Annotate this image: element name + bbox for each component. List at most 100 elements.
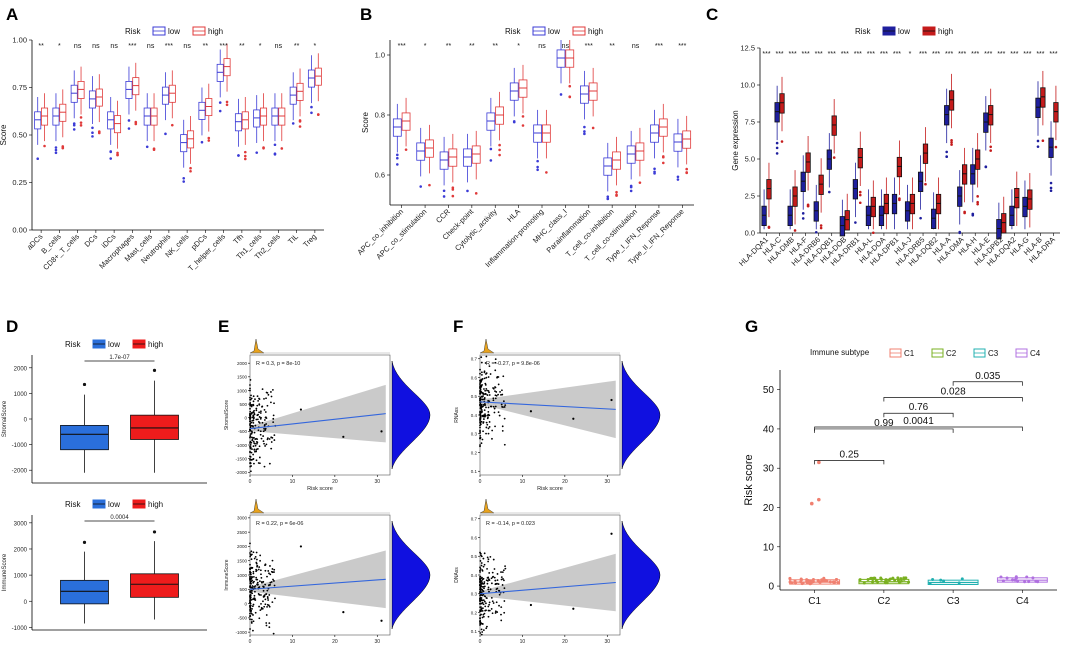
y-axis-title: Score <box>0 124 8 145</box>
box-low-HLA-DQB2 <box>931 208 937 229</box>
outlier-point-low <box>653 167 656 171</box>
box-high-HLA-DRB6 <box>818 174 824 195</box>
scatter-point <box>259 433 262 436</box>
outlier-point-low <box>814 230 818 234</box>
scatter-point <box>260 594 262 596</box>
box-high-HLA-DPB2 <box>1001 213 1007 234</box>
jitter-point-C1 <box>788 576 792 580</box>
outlier-point-high <box>898 197 901 200</box>
scatter-point <box>256 418 259 421</box>
comparison-pvalue: 0.76 <box>909 402 929 413</box>
significance-label: *** <box>932 51 940 58</box>
box-high-HLA-DOB <box>844 210 850 231</box>
jitter-point-C2 <box>887 578 891 582</box>
scatter-point <box>483 587 485 590</box>
scatter-point <box>259 569 262 572</box>
outlier-point-high <box>989 145 992 149</box>
scatter-point <box>251 607 253 610</box>
scatter-point <box>481 377 484 380</box>
scatter-point <box>251 416 254 419</box>
scatter-point <box>493 576 496 579</box>
scatter-point-outlier <box>342 435 345 438</box>
box-high-HLA-DPB1 <box>896 156 903 178</box>
scatter-point <box>492 602 495 604</box>
outlier-point-low <box>1049 186 1053 190</box>
scatter-point <box>249 599 251 602</box>
scatter-point <box>257 413 260 416</box>
scatter-point <box>254 398 256 401</box>
outlier-point-high <box>976 200 979 204</box>
scatter-point <box>479 424 481 427</box>
scatter-point <box>249 594 252 596</box>
box-high-NK_cells <box>187 130 195 149</box>
scatter-point <box>270 581 273 583</box>
scatter-point <box>269 565 271 567</box>
scatter-point <box>486 567 488 570</box>
outlier-point-low <box>164 132 167 136</box>
scatter-point-outlier <box>529 603 533 607</box>
outlier-point-low <box>489 159 493 162</box>
x-tick-label: 20 <box>562 479 568 485</box>
scatter-point <box>249 465 252 468</box>
scatter-point <box>479 619 482 622</box>
scatter-point-outlier <box>572 607 575 610</box>
comparison-bracket <box>814 460 885 465</box>
scatter-point <box>492 558 495 561</box>
scatter-point <box>492 387 495 390</box>
scatter-point <box>488 603 491 606</box>
plot-frame <box>32 40 324 230</box>
outlier-point-low <box>200 140 204 144</box>
panel-letter-b: B <box>360 5 372 24</box>
scatter-point <box>497 583 500 585</box>
scatter-point <box>486 389 488 392</box>
box-low-B_cells <box>52 107 60 126</box>
scatter-point <box>483 612 486 615</box>
scatter-point <box>485 387 488 390</box>
y-tick-label: 500 <box>239 587 247 592</box>
box-low-HLA-C <box>774 102 780 123</box>
scatter-point <box>249 604 251 607</box>
x-tick-label: 20 <box>332 479 338 485</box>
scatter-point <box>482 392 484 395</box>
box-low-CCR <box>439 151 449 170</box>
jitter-point-C2 <box>879 576 883 580</box>
scatter-point <box>249 601 251 604</box>
scatter-point <box>497 393 499 396</box>
scatter-point <box>494 405 497 408</box>
box-high-CD8+_T_cells <box>77 81 85 99</box>
y-axis-title: DNAss <box>454 567 460 583</box>
scatter-point <box>494 583 497 586</box>
outlier-point-low <box>828 190 831 194</box>
y-axis-title: ImmuneScore <box>2 553 8 591</box>
scatter-point <box>249 628 251 630</box>
outlier-point-high <box>243 150 247 154</box>
scatter-point <box>494 386 496 388</box>
outlier-point-low <box>958 231 962 235</box>
scatter-point <box>252 411 255 413</box>
scatter-point <box>503 443 506 446</box>
scatter-point <box>479 614 481 617</box>
outlier-point-high <box>79 116 83 119</box>
scatter-point <box>482 430 484 433</box>
box-low-MHC_class_I <box>556 49 566 68</box>
outlier-point-low <box>945 150 948 154</box>
outlier-point-high <box>79 124 83 127</box>
scatter-point <box>258 397 260 400</box>
scatter-point <box>496 573 499 575</box>
scatter-point <box>266 391 269 394</box>
scatter-point <box>494 397 497 400</box>
scatter-point <box>487 615 490 618</box>
x-tick-label: 10 <box>520 479 526 485</box>
significance-label: *** <box>802 51 810 58</box>
significance-label: ** <box>294 43 300 50</box>
significance-label: *** <box>1049 51 1057 58</box>
y-tick-label: 0.6 <box>471 375 478 380</box>
scatter-point <box>485 372 488 375</box>
y-tick-label: -2000 <box>12 469 28 475</box>
scatter-point <box>272 632 275 635</box>
scatter-point <box>249 396 251 399</box>
box-low-HLA-F <box>800 171 806 192</box>
outlier-point-high <box>591 126 595 130</box>
box-low-T_cell_co-stimulation <box>626 145 636 164</box>
scatter-point <box>249 389 251 392</box>
